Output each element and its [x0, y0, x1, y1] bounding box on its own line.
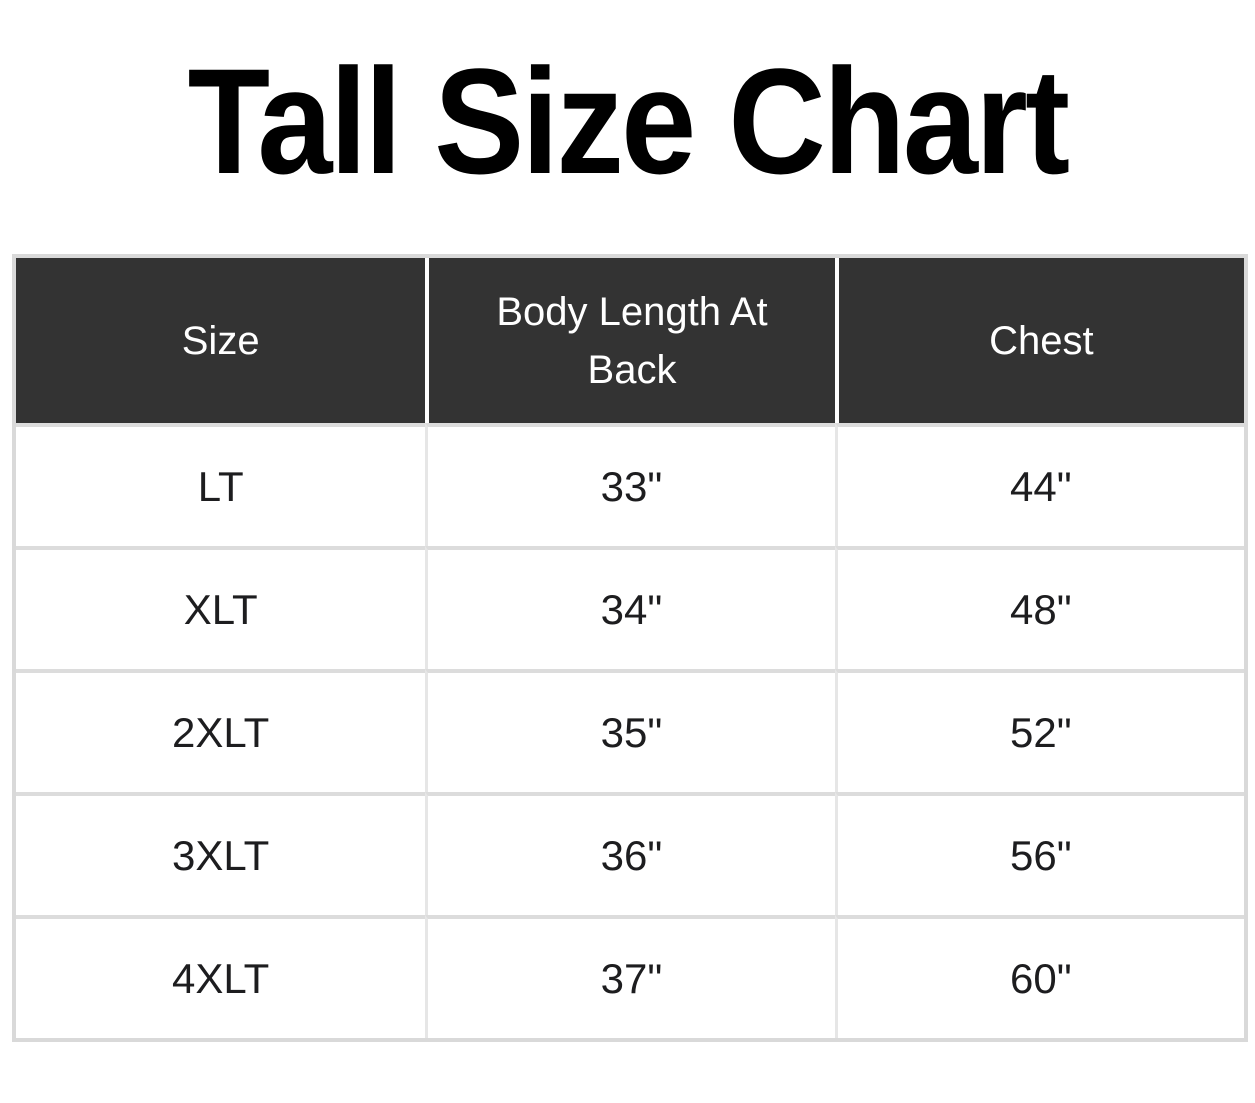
- table-row: 4XLT 37" 60": [16, 915, 1244, 1038]
- size-cell: LT: [16, 423, 426, 546]
- size-cell: 2XLT: [16, 669, 426, 792]
- header-row: Size Body Length At Back Chest: [16, 258, 1244, 423]
- size-cell: 4XLT: [16, 915, 426, 1038]
- table-row: LT 33" 44": [16, 423, 1244, 546]
- column-header-chest: Chest: [834, 258, 1244, 423]
- size-cell: XLT: [16, 546, 426, 669]
- table-row: 2XLT 35" 52": [16, 669, 1244, 792]
- tall-size-chart-table: Size Body Length At Back Chest LT 33" 44…: [12, 254, 1248, 1042]
- body-length-cell: 34": [425, 546, 835, 669]
- body-length-cell: 37": [425, 915, 835, 1038]
- size-cell: 3XLT: [16, 792, 426, 915]
- chest-cell: 56": [834, 792, 1244, 915]
- table-row: 3XLT 36" 56": [16, 792, 1244, 915]
- column-header-size: Size: [16, 258, 426, 423]
- body-length-cell: 35": [425, 669, 835, 792]
- chest-cell: 44": [834, 423, 1244, 546]
- chest-cell: 52": [834, 669, 1244, 792]
- page-title: Tall Size Chart: [187, 37, 1070, 205]
- body-length-cell: 36": [425, 792, 835, 915]
- chest-cell: 48": [834, 546, 1244, 669]
- body-length-cell: 33": [425, 423, 835, 546]
- table-row: XLT 34" 48": [16, 546, 1244, 669]
- column-header-body-length-at-back: Body Length At Back: [425, 258, 835, 423]
- chest-cell: 60": [834, 915, 1244, 1038]
